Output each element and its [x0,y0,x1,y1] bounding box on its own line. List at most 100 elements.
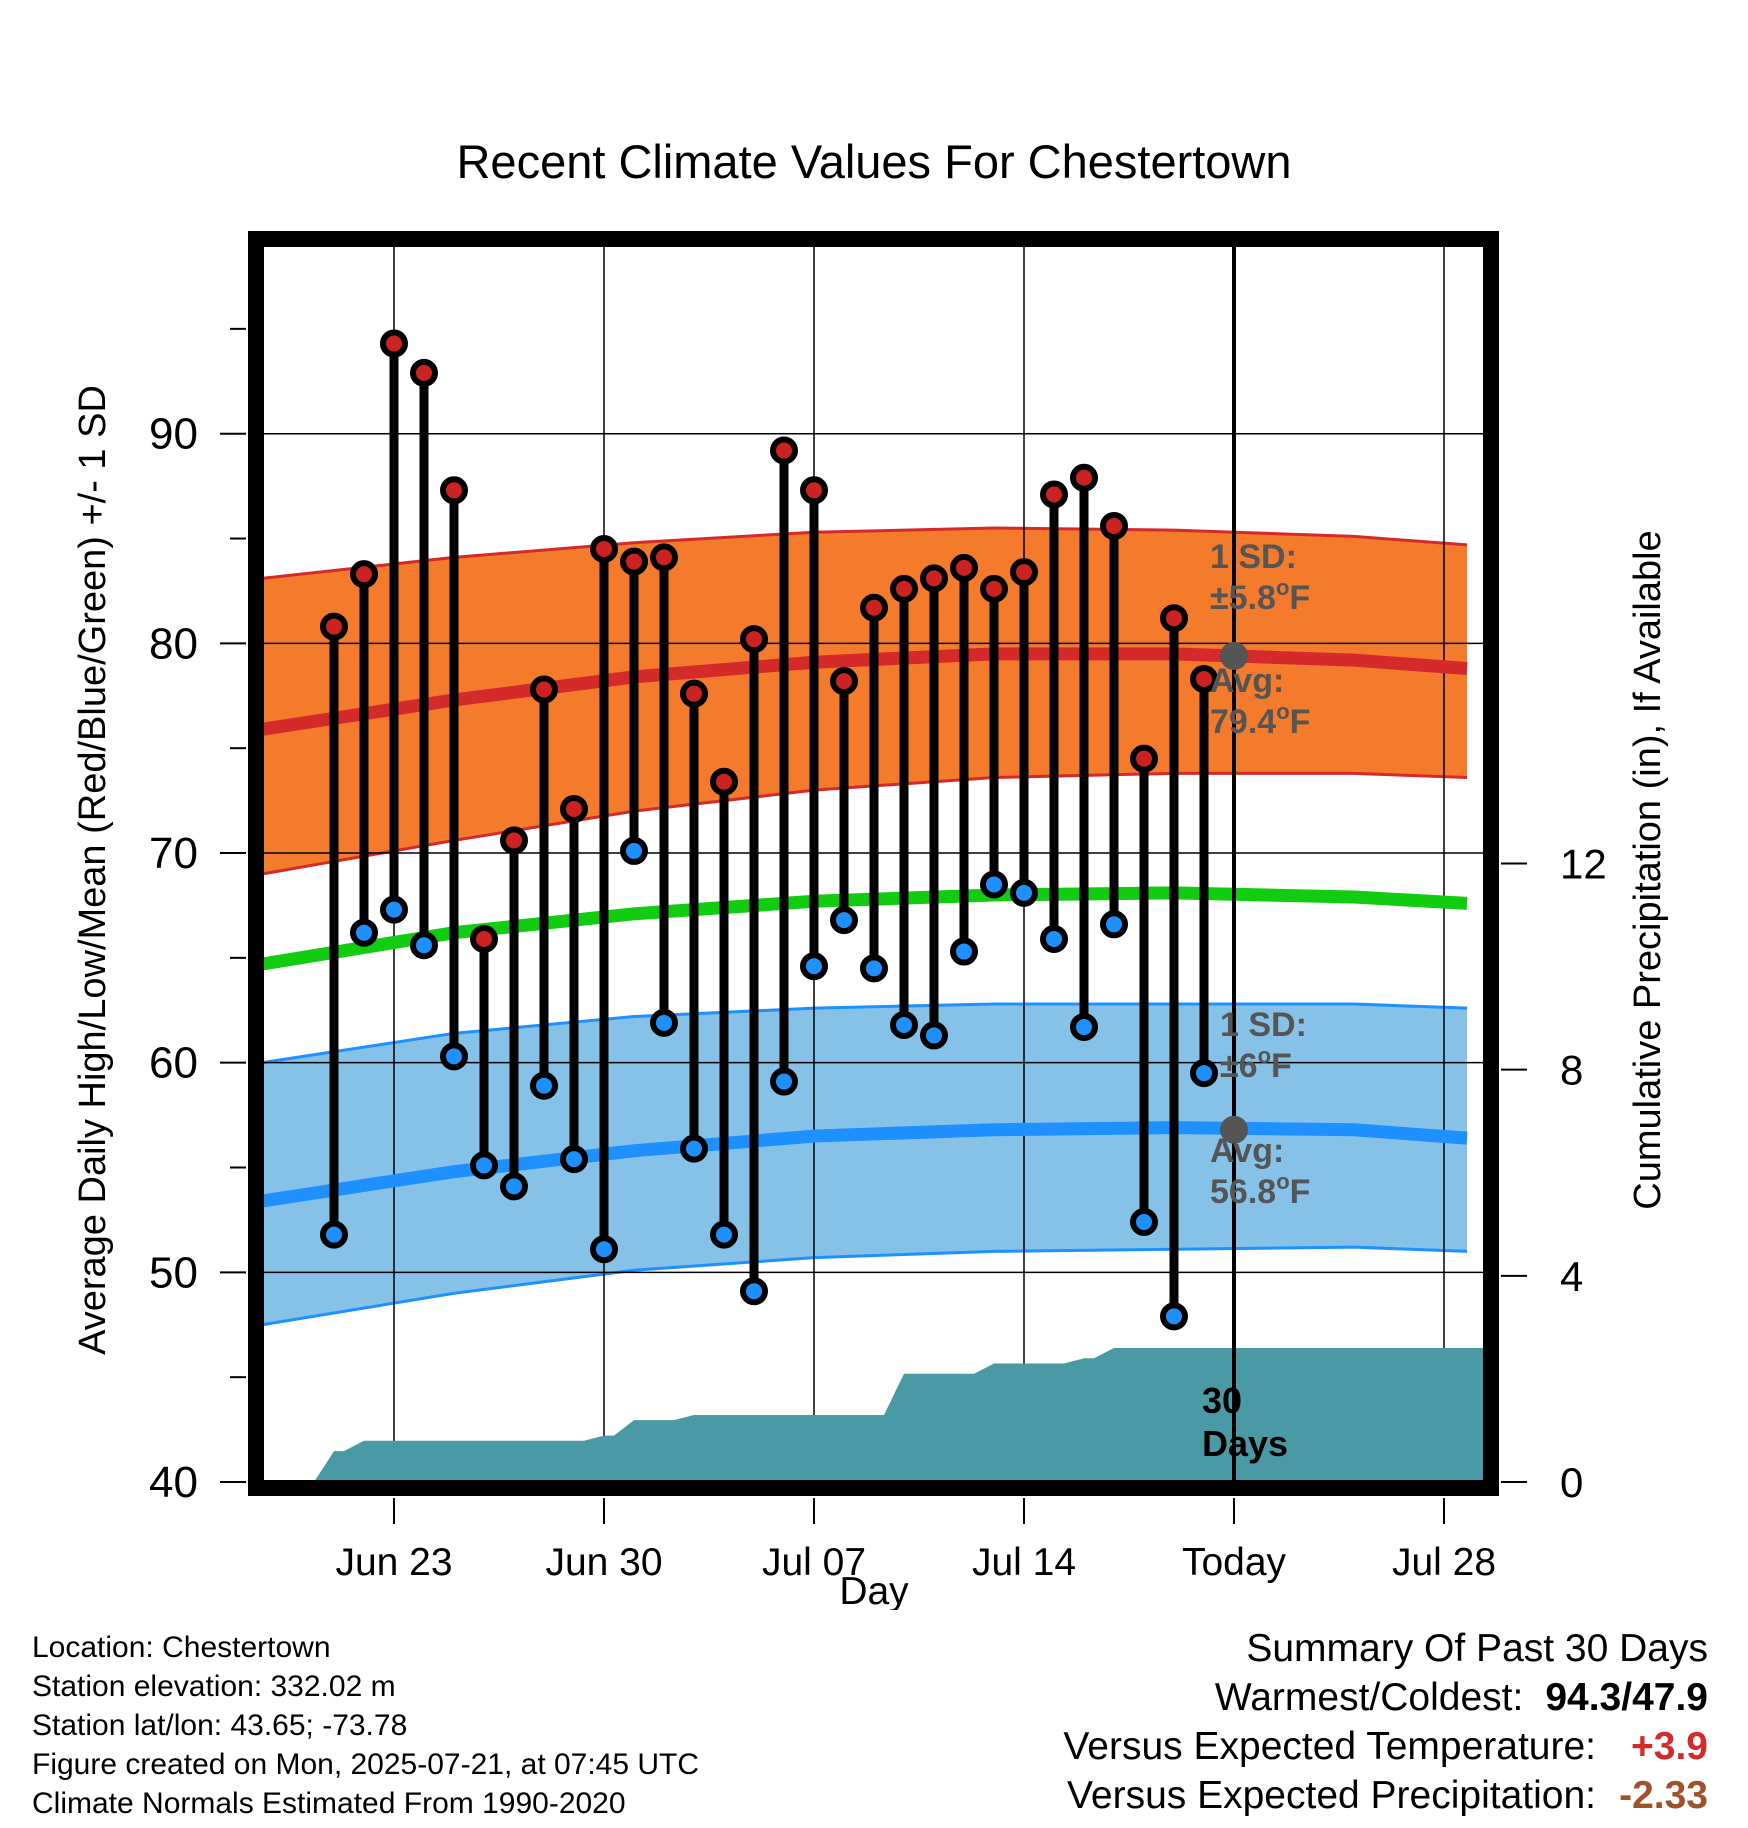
y-tick-label-80: 80 [149,619,198,668]
low-point [1160,1302,1188,1331]
today-high-avg-dot [1220,641,1248,670]
precip-area [304,1347,1485,1482]
x-tick-label: Jul 07 [762,1541,866,1584]
x-tick-label: Jul 28 [1392,1541,1496,1584]
y-tick-label-90: 90 [149,410,198,459]
summary-title: Summary Of Past 30 Days [1246,1627,1708,1670]
high-point [1070,463,1098,492]
low-point [920,1021,948,1050]
high-avg-value: 79.4oF [1210,699,1310,741]
low-sd-value: ±6oF [1220,1043,1292,1085]
high-point [1190,664,1218,693]
precip-days-label: Days [1202,1423,1288,1464]
high-point [680,679,708,708]
low-point [890,1010,918,1039]
today-line [1220,245,1248,1482]
high-point [1040,480,1068,509]
low-point [530,1071,558,1100]
high-point [800,476,828,505]
y-tick-label-40: 40 [149,1458,198,1507]
low-point [680,1134,708,1163]
low-point [1070,1013,1098,1042]
low-point [770,1067,798,1096]
low-point [980,870,1008,899]
high-point [500,826,528,855]
elevation-text: Station elevation: 332.02 m [32,1670,396,1703]
low-avg-label: Avg: [1210,1132,1284,1170]
high-point [740,625,768,654]
normals-text: Climate Normals Estimated From 1990-2020 [32,1787,626,1820]
low-point [410,931,438,960]
y2-tick-label-12: 12 [1560,841,1607,888]
today-low-avg-dot [1220,1115,1248,1144]
high-point [1100,511,1128,540]
warm-cold-value: 94.3/47.9 [1545,1676,1708,1719]
low-point [470,1151,498,1180]
warm-cold-label: Warmest/Coldest: [1214,1676,1524,1719]
high-point [410,358,438,387]
y2-tick-label-0: 0 [1560,1459,1583,1506]
high-point [890,574,918,603]
low-point [500,1172,528,1201]
high-point [980,574,1008,603]
low-point [560,1145,588,1174]
high-point [1130,744,1158,773]
y2-tick-label-8: 8 [1560,1047,1583,1094]
high-point [650,543,678,572]
low-point [1040,924,1068,953]
low-point [800,952,828,981]
daily-marks [320,329,1218,1331]
low-point [440,1042,468,1071]
plot-frame [248,231,1499,1496]
high-point [860,593,888,622]
precip-value: -2.33 [1619,1774,1708,1817]
latlon-text: Station lat/lon: 43.65; -73.78 [32,1709,408,1742]
precipitation-area [304,1347,1485,1482]
high-point [830,667,858,696]
axes: 40 50 60 70 80 90 0 4 8 12 Jun 23 Jun 30 Jul 07 Jul 1… [72,135,1669,1610]
station-info: Location: Chestertown Station elevation:… [32,1628,699,1823]
precip-days-number: 30 [1202,1380,1242,1421]
low-point [590,1235,618,1264]
low-point [1010,878,1038,907]
low-sd-band-fill [262,1003,1467,1325]
low-sd-label: 1 SD: [1220,1006,1307,1044]
high-point [920,564,948,593]
low-point [740,1277,768,1306]
high-point [620,547,648,576]
low-point [710,1220,738,1249]
y2-axis-title: Cumulative Precipitation (in), If Availa… [1627,530,1669,1209]
high-sd-label: 1 SD: [1210,538,1297,576]
mean-avg-line [262,886,1468,971]
precip-label: Versus Expected Precipitation: [1067,1774,1596,1817]
low-point [350,918,378,947]
high-point [770,436,798,465]
low-sd-band-lower-edge [262,1245,1468,1327]
chart-title: Recent Climate Values For Chestertown [456,135,1291,188]
y-axis-title: Average Daily High/Low/Mean (Red/Blue/Gr… [72,385,114,1355]
y-tick-label-50: 50 [149,1248,198,1297]
summary-temp: Versus Expected Temperature: +3.9 [1063,1722,1708,1771]
low-point [1100,910,1128,939]
x-tick-label: Jun 30 [545,1541,662,1584]
y-tick-label-70: 70 [149,829,198,878]
created-text: Figure created on Mon, 2025-07-21, at 07… [32,1748,700,1781]
temp-label: Versus Expected Temperature: [1063,1725,1596,1768]
high-point [710,767,738,796]
location-text: Location: Chestertown [32,1631,331,1664]
low-point [1190,1059,1218,1088]
y2-tick-label-4: 4 [1560,1253,1583,1300]
high-sd-band-upper-edge [262,526,1468,580]
high-point [950,553,978,582]
high-point [560,794,588,823]
high-avg-label: Avg: [1210,662,1284,700]
x-axis-title: Day [839,1570,909,1610]
low-avg-value: 56.8oF [1210,1169,1310,1211]
plot-border [248,231,1499,1496]
summary-warm-cold: Warmest/Coldest: 94.3/47.9 [1063,1673,1708,1722]
low-point [950,937,978,966]
y-tick-label-60: 60 [149,1039,198,1088]
x-tick-label: Today [1182,1541,1287,1584]
